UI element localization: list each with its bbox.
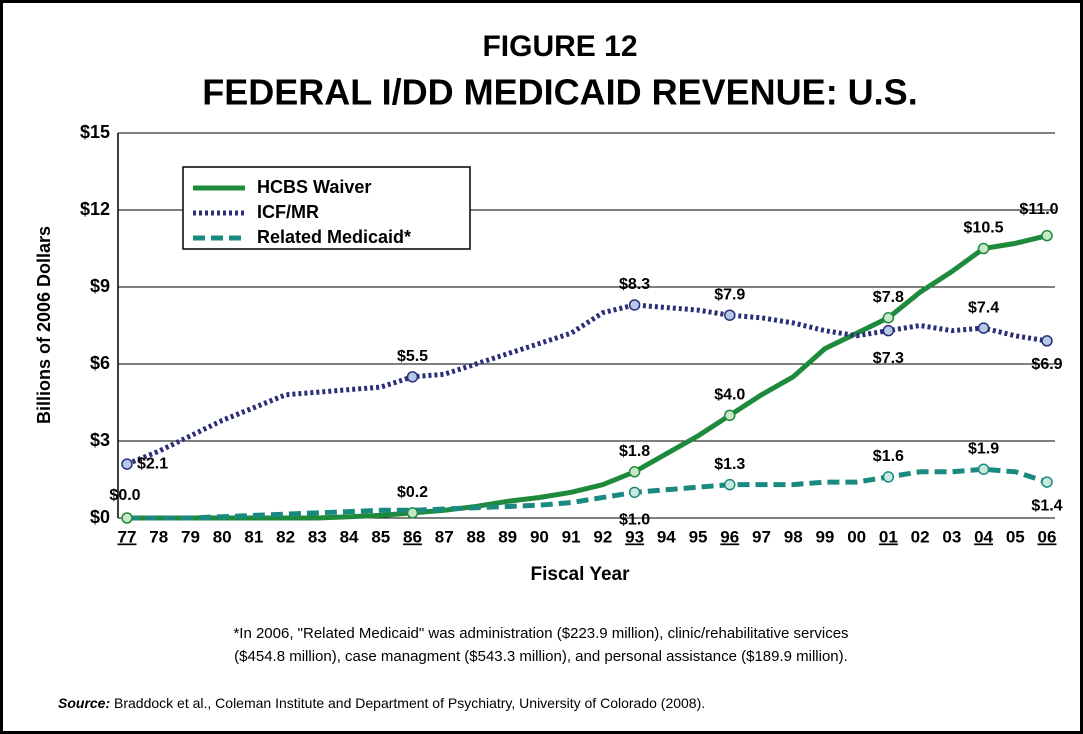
- source-label: Source:: [58, 695, 110, 711]
- chart-subtitle: FEDERAL I/DD MEDICAID REVENUE: U.S.: [202, 72, 917, 113]
- marker: [724, 478, 736, 491]
- x-tick-label: 78: [149, 527, 168, 546]
- x-tick-label: 02: [911, 527, 930, 546]
- x-tick-label: 91: [562, 527, 581, 546]
- data-label: $4.0: [714, 387, 745, 404]
- x-tick-label: 86: [403, 527, 422, 546]
- legend-box: [182, 166, 471, 250]
- data-label: $8.3: [619, 276, 650, 293]
- data-label: $6.9: [1031, 356, 1062, 373]
- y-tick-label: $15: [80, 122, 110, 142]
- data-label: $10.5: [964, 220, 1004, 237]
- source: Source: Braddock et al., Coleman Institu…: [58, 695, 705, 711]
- legend-label: ICF/MR: [257, 202, 319, 222]
- x-tick-label: 87: [435, 527, 454, 546]
- marker: [406, 371, 419, 383]
- x-tick-label: 93: [625, 527, 644, 546]
- marker: [977, 242, 990, 255]
- footnote: ($454.8 million), case managment ($543.3…: [234, 648, 848, 665]
- marker: [724, 309, 736, 321]
- marker: [882, 324, 895, 337]
- data-label: $5.5: [397, 348, 428, 365]
- footnote: *In 2006, "Related Medicaid" was adminis…: [233, 625, 848, 642]
- data-label: $1.8: [619, 443, 650, 460]
- x-tick-label: 82: [276, 527, 295, 546]
- x-tick-label: 06: [1038, 527, 1057, 546]
- x-tick-label: 85: [371, 527, 390, 546]
- x-tick-label: 81: [244, 527, 263, 546]
- x-tick-label: 95: [689, 527, 708, 546]
- x-tick-label: 90: [530, 527, 549, 546]
- data-label: $7.4: [968, 299, 999, 316]
- marker: [628, 466, 641, 478]
- marker: [882, 471, 895, 483]
- x-tick-label: 96: [720, 527, 739, 546]
- x-tick-label: 94: [657, 527, 676, 546]
- source-text: Braddock et al., Coleman Institute and D…: [110, 695, 705, 711]
- y-tick-label: $9: [90, 276, 110, 296]
- marker: [1041, 229, 1053, 242]
- x-tick-label: 80: [213, 527, 232, 546]
- x-tick-label: 97: [752, 527, 771, 546]
- series-line: [127, 233, 1048, 521]
- marker: [724, 409, 736, 422]
- x-tick-label: 79: [181, 527, 200, 546]
- legend-label: Related Medicaid*: [257, 227, 411, 247]
- marker: [1041, 476, 1053, 488]
- marker: [882, 312, 895, 324]
- data-label: $1.0: [619, 512, 650, 529]
- data-label: $1.9: [968, 440, 999, 457]
- x-tick-label: 88: [467, 527, 486, 546]
- data-label: $1.3: [714, 456, 745, 473]
- data-label: $7.3: [873, 350, 904, 367]
- x-tick-label: 92: [593, 527, 612, 546]
- y-tick-label: $6: [90, 353, 110, 373]
- data-label: $1.6: [873, 448, 904, 465]
- marker: [406, 507, 419, 519]
- y-tick-label: $0: [90, 507, 110, 527]
- marker: [1041, 335, 1053, 347]
- data-label: $11.0: [1019, 201, 1058, 218]
- data-label: $7.9: [714, 286, 745, 303]
- x-tick-label: 04: [974, 527, 993, 546]
- x-tick-label: 98: [784, 527, 803, 546]
- data-label: $2.1: [137, 455, 168, 472]
- x-tick-label: 05: [1006, 527, 1025, 546]
- marker: [628, 299, 641, 311]
- x-tick-label: 77: [118, 527, 137, 546]
- x-tick-label: 00: [847, 527, 866, 546]
- legend-label: HCBS Waiver: [257, 177, 371, 197]
- series-line: [127, 466, 1048, 521]
- marker: [977, 322, 990, 334]
- x-tick-label: 01: [879, 527, 898, 546]
- y-tick-label: $12: [80, 199, 110, 219]
- marker: [121, 512, 133, 524]
- marker: [977, 463, 990, 475]
- x-tick-label: 03: [942, 527, 961, 546]
- data-label: $0.2: [397, 484, 428, 501]
- marker: [628, 486, 641, 499]
- y-axis-label: Billions of 2006 Dollars: [34, 226, 54, 424]
- chart-title: FIGURE 12: [482, 30, 637, 63]
- x-tick-label: 84: [340, 527, 359, 546]
- data-label: $0.0: [109, 487, 140, 504]
- x-axis-label: Fiscal Year: [531, 564, 631, 585]
- x-tick-label: 89: [498, 527, 517, 546]
- x-tick-label: 99: [815, 527, 834, 546]
- y-tick-label: $3: [90, 430, 110, 450]
- data-label: $7.8: [873, 289, 904, 306]
- x-tick-label: 83: [308, 527, 327, 546]
- data-label: $1.4: [1031, 497, 1062, 514]
- marker: [121, 458, 133, 470]
